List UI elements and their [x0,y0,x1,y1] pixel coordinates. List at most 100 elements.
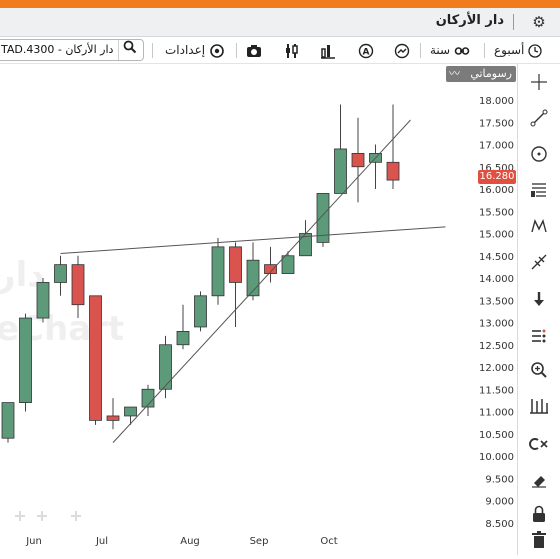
candle-body [71,264,85,306]
watermark-text: eChart [0,309,124,349]
x-tick-label: Aug [180,536,200,547]
y-tick-label: 11.000 [479,408,514,419]
chart-area[interactable]: دار eChart 18.000 17.500 17.000 16.500 16.000 1… [0,64,516,555]
camera-icon [247,44,261,57]
candle-body [386,161,400,181]
candle-body [229,246,242,283]
chart-toolbar: TAD.4300 - دار الأركان إعدادات A سنة أسب… [0,37,560,64]
x-tick-label: Jul [95,536,108,547]
indicator-button[interactable] [284,37,300,63]
y-tick-label: 14.500 [479,252,514,263]
bar-chart-icon [321,44,335,59]
accent-top-bar [0,0,560,8]
drawing-mode-badge[interactable]: 〰 رسوماتي [446,66,516,82]
candle-body [176,330,190,346]
y-tick-label: 11.500 [479,385,514,396]
svg-text:A: A [363,47,370,57]
trend-line [60,226,446,255]
candle-body [36,282,50,319]
x-tick-label: Oct [320,536,337,547]
y-tick-label: 9.500 [485,474,514,485]
toolbar-separator [152,43,153,58]
title-bar: دار الأركان ⚙ [0,8,560,37]
toolbar-separator [420,43,421,58]
compare-icon[interactable] [518,432,560,460]
y-tick-label: 14.000 [479,274,514,285]
search-icon[interactable] [118,40,141,60]
candle-body [211,246,225,297]
settings-button[interactable]: إعدادات [165,37,225,63]
candle-body [264,264,277,274]
title-separator [513,14,514,30]
lock-icon[interactable] [518,504,560,532]
y-tick-label: 13.500 [479,296,514,307]
y-tick-label: 16.000 [479,185,514,196]
y-tick-label: 10.000 [479,452,514,463]
timeframe-label: أسبوع [494,43,525,57]
auto-scale-button[interactable]: A [358,37,374,63]
clock-icon [528,43,542,58]
candle-body [159,344,172,390]
range-button[interactable]: سنة [430,37,470,63]
timeframe-button[interactable]: أسبوع [494,37,542,63]
trend-line [112,119,411,443]
zoom-icon[interactable] [518,360,560,388]
candle-body [124,406,137,417]
symbol-search-input[interactable]: TAD.4300 - دار الأركان [0,39,144,61]
candle-body [106,415,120,421]
drawing-mode-label: رسوماتي [470,67,512,80]
candle-body [19,317,32,404]
current-price-tag: 16.280 [478,170,516,184]
y-tick-label: 13.000 [479,319,514,330]
eraser-icon[interactable] [518,470,560,498]
crosshair-icon[interactable] [518,72,560,100]
link-icon [454,46,470,55]
y-tick-label: 9.000 [485,497,514,508]
y-tick-label: 15.500 [479,207,514,218]
y-tick-label: 10.500 [479,430,514,441]
range-label: سنة [430,43,451,57]
y-tick-label: 12.000 [479,363,514,374]
candle-body [1,402,15,439]
trend-line-icon: 〰 [449,67,460,80]
candle-body [281,255,295,274]
auto-icon: A [358,43,374,58]
y-tick-label: 8.500 [485,519,514,530]
y-tick-label: 16.500 [479,163,514,174]
candle-body [89,295,102,421]
candle-body [316,193,330,243]
y-tick-label: 15.000 [479,230,514,241]
window-title: دار الأركان [435,13,504,28]
circle-icon[interactable] [518,144,560,172]
line-icon[interactable] [518,108,560,136]
pitchfork-icon[interactable] [518,252,560,280]
toolbar-separator [236,43,237,58]
y-tick-label: 18.000 [479,96,514,107]
drawing-tools-sidebar [517,64,560,555]
y-tick-label: 12.500 [479,341,514,352]
pattern-icon[interactable] [518,216,560,244]
delete-icon[interactable] [518,530,560,558]
trend-circle-icon [394,43,410,58]
settings-gear-icon[interactable]: ⚙ [532,13,546,31]
indicators-icon[interactable] [518,326,560,354]
symbol-search-value: TAD.4300 - دار الأركان [1,43,114,56]
indicator-icon [286,43,298,58]
bars-icon[interactable] [518,396,560,424]
fib-icon[interactable] [518,180,560,208]
toolbar-separator [484,43,485,58]
y-tick-label: 17.000 [479,141,514,152]
candle-body [194,295,207,328]
y-tick-label: 17.500 [479,118,514,129]
compare-button[interactable] [394,37,410,63]
candle-body [54,264,67,283]
settings-icon [210,43,224,58]
candle-body [351,153,365,168]
chart-type-button[interactable] [320,37,336,63]
candle-body [334,148,347,194]
settings-label: إعدادات [165,43,206,57]
snapshot-button[interactable] [246,37,262,63]
arrow-down-icon[interactable] [518,288,560,316]
x-tick-label: Jun [25,536,42,547]
price-chart[interactable]: دارeChart18.00017.50017.00016.50016.0001… [0,64,516,555]
